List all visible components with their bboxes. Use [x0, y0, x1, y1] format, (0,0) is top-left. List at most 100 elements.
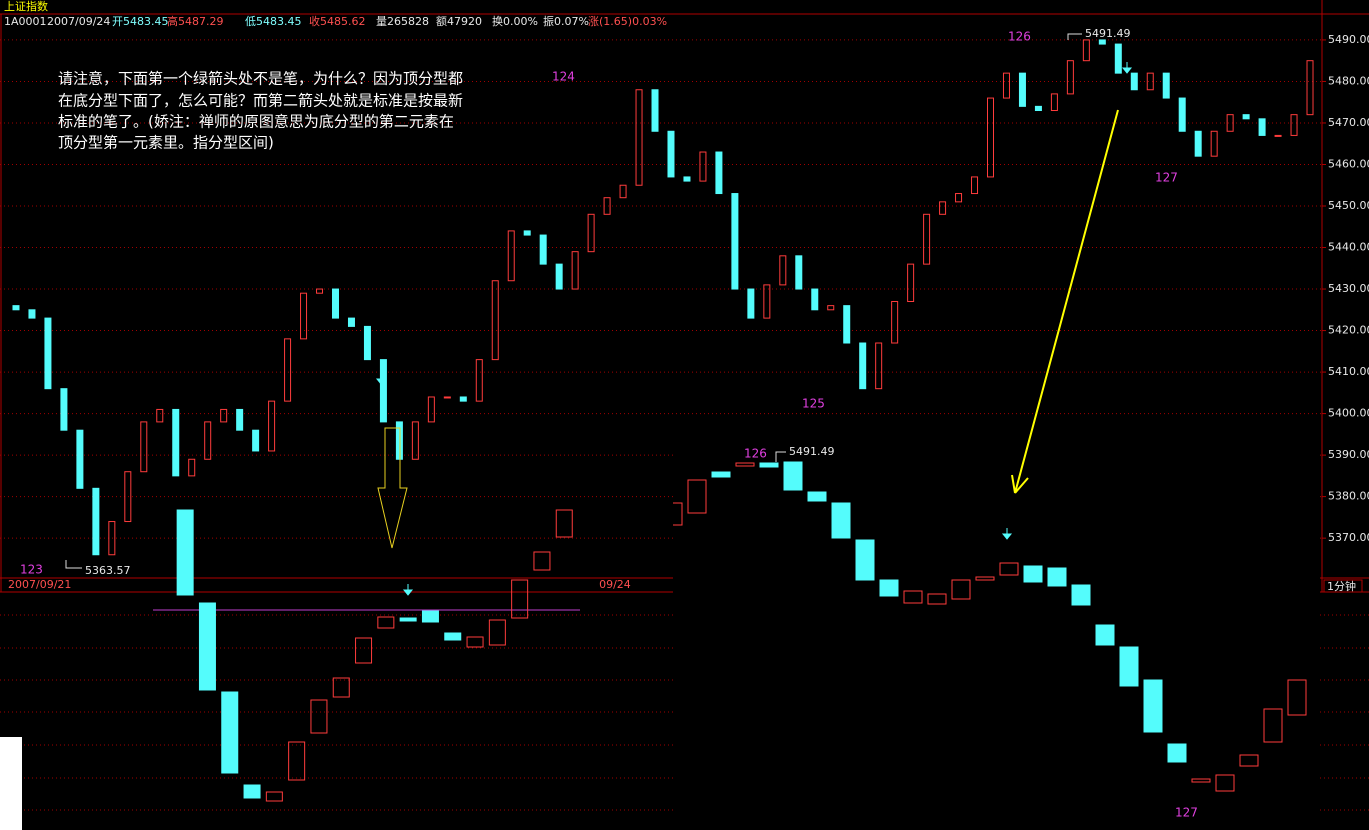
candle-body [951, 579, 971, 600]
note: 请注意，下面第一个绿箭头处不是笔，为什么？因为顶分型都 在底分型下面了，怎么可能… [58, 70, 463, 152]
candle-body [783, 461, 803, 491]
candle-body [511, 579, 529, 619]
candle-body [140, 421, 148, 473]
candle-body [1071, 584, 1091, 606]
candle-body [268, 400, 276, 452]
candle-body [288, 741, 306, 781]
candle-body [316, 288, 324, 294]
stroke-number: 124 [552, 70, 575, 84]
candle-body [759, 462, 779, 468]
candle-body [1143, 679, 1163, 733]
y-tick-label: 5400.00 [1328, 407, 1369, 420]
y-tick-label: 5410.00 [1328, 365, 1369, 378]
candle-body [176, 509, 194, 596]
y-tick-label: 5460.00 [1328, 157, 1369, 170]
candle-body [715, 151, 723, 195]
candle-body [831, 502, 851, 539]
candle-body [284, 338, 292, 402]
period-label: 1分钟 [1327, 579, 1356, 593]
high-price-label: 5491.49 [789, 445, 835, 458]
candle-body [156, 408, 164, 423]
candle-body [1178, 97, 1186, 132]
candle-body [891, 300, 899, 344]
note-line: 标准的笔了。(娇注：禅师的原图意思为底分型的第二元素在 [58, 113, 454, 131]
candle-body [1263, 708, 1283, 743]
candle-body [859, 342, 867, 390]
y-tick-label: 5470.00 [1328, 116, 1369, 129]
candle-body [927, 593, 947, 605]
candle-body [377, 616, 395, 629]
candle-body [699, 151, 707, 182]
candle-body [204, 421, 212, 460]
candle-body [779, 255, 787, 286]
leader-line [775, 451, 786, 462]
field: 额47920 [436, 15, 482, 28]
candle-body [252, 429, 260, 452]
candle-body [1034, 105, 1042, 112]
y-tick-label: 5420.00 [1328, 324, 1369, 337]
cyan-arrow [1001, 528, 1013, 540]
candle-body [1239, 754, 1259, 767]
candle-body [855, 539, 875, 581]
note-line: 在底分型下面了，怎么可能？而第二箭头处就是标准是按最新 [58, 92, 463, 110]
candle-body [879, 579, 899, 597]
candle-body [399, 617, 417, 622]
candle-body [332, 677, 350, 698]
candle-body [28, 309, 36, 319]
candle-body [683, 176, 691, 182]
candle-body [673, 502, 683, 526]
candle-body [907, 263, 915, 302]
candle-body [475, 359, 483, 402]
candle-body [711, 471, 731, 478]
candle-body [236, 408, 244, 431]
candle-body [875, 342, 883, 390]
candle-body [971, 176, 979, 195]
candle-body [1098, 39, 1106, 45]
title: 上证指数 [4, 0, 48, 13]
y-tick-label: 5430.00 [1328, 282, 1369, 295]
candle-body [395, 421, 403, 460]
candle-body [533, 551, 551, 571]
cyan-arrow [375, 373, 387, 385]
candle-body [735, 462, 755, 467]
candle-body [1191, 778, 1211, 783]
candle-body [507, 230, 515, 282]
candle-body [1095, 624, 1115, 646]
candle-body [488, 619, 506, 646]
candle-body [221, 691, 239, 774]
candle-body [1066, 60, 1074, 95]
candle-body [1226, 114, 1234, 132]
candle-body [843, 305, 851, 344]
candle-body [603, 197, 611, 215]
candle-body [466, 636, 484, 648]
candle-body [975, 576, 995, 581]
field: 高5487.29 [167, 14, 224, 28]
candle-body [363, 325, 371, 361]
candle-body [955, 193, 963, 203]
candle-body [1287, 679, 1307, 716]
main-chart: 5370.00 5380.00 5390.00 5400.00 5410.00 5420.… [0, 33, 1369, 591]
candle-body [12, 305, 20, 311]
hollow-arrow [377, 427, 408, 549]
candle-body [1047, 567, 1067, 587]
x-tick-label: 09/24 [599, 578, 631, 591]
stroke-number: 123 [20, 563, 43, 577]
stroke-number: 126 [744, 447, 767, 461]
period-box [1323, 579, 1363, 593]
candle-body [523, 230, 531, 236]
candle-body [571, 251, 579, 290]
candle-body [76, 429, 84, 489]
candle-body [1018, 72, 1026, 107]
candle-body [939, 201, 947, 215]
candle-body [92, 487, 100, 556]
candle-body [667, 130, 675, 178]
candle-body [1167, 743, 1187, 763]
candle-body [747, 288, 755, 319]
y-tick-label: 5390.00 [1328, 448, 1369, 461]
candle-body [444, 632, 462, 641]
candle-body [731, 193, 739, 290]
candle-body [347, 317, 355, 327]
y-tick-label: 5490.00 [1328, 33, 1369, 46]
candle-body [1258, 118, 1266, 136]
